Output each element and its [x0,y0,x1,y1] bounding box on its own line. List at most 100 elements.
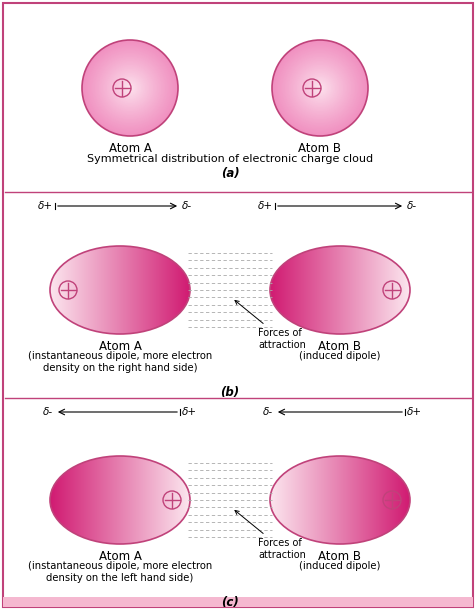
Circle shape [108,66,152,110]
Circle shape [111,70,149,106]
Circle shape [306,74,335,102]
Circle shape [300,68,340,108]
Text: Atom B: Atom B [318,340,361,353]
Text: Atom B: Atom B [298,142,341,155]
Circle shape [126,84,134,92]
Circle shape [110,68,150,108]
Circle shape [298,66,342,110]
Circle shape [315,83,325,93]
Circle shape [273,41,367,135]
Circle shape [318,87,322,90]
Circle shape [83,41,177,135]
Circle shape [95,53,165,123]
Circle shape [124,82,137,95]
Circle shape [303,71,337,105]
Text: (a): (a) [221,167,239,180]
Circle shape [282,49,358,126]
Text: (induced dipole): (induced dipole) [299,561,381,571]
Text: Forces of
attraction: Forces of attraction [235,301,306,350]
Circle shape [88,46,172,131]
Circle shape [277,45,363,131]
Circle shape [100,59,159,118]
Circle shape [291,59,349,117]
Circle shape [118,76,142,100]
Circle shape [85,43,175,133]
Circle shape [305,73,335,103]
Circle shape [102,60,158,116]
Circle shape [87,45,173,131]
Circle shape [283,51,357,125]
Circle shape [288,56,352,120]
Circle shape [91,49,169,127]
Text: Atom A: Atom A [99,340,141,353]
Circle shape [285,53,355,123]
Circle shape [124,82,136,93]
Circle shape [295,63,345,113]
Circle shape [284,52,356,124]
Text: Atom A: Atom A [109,142,151,155]
Circle shape [294,62,346,113]
Circle shape [123,81,137,95]
Circle shape [117,74,144,102]
Text: (b): (b) [220,386,239,399]
Circle shape [290,59,349,118]
Circle shape [274,43,366,134]
Circle shape [125,83,135,93]
Circle shape [99,57,161,119]
Circle shape [307,74,334,102]
Circle shape [304,72,336,104]
Circle shape [82,40,178,136]
Text: δ+: δ+ [38,201,53,211]
Circle shape [127,85,133,92]
Circle shape [316,84,324,92]
Text: (instantaneous dipole, more electron
density on the left hand side): (instantaneous dipole, more electron den… [28,561,212,583]
Circle shape [89,46,172,129]
Circle shape [313,81,327,95]
Circle shape [301,69,339,107]
Text: δ-: δ- [43,407,53,417]
Circle shape [120,79,139,98]
Circle shape [282,51,357,126]
Text: δ-: δ- [407,201,417,211]
Circle shape [286,54,355,123]
Circle shape [104,62,157,115]
Circle shape [105,63,155,113]
Circle shape [93,51,167,125]
Circle shape [128,85,132,90]
Circle shape [287,55,353,121]
Circle shape [92,51,168,126]
Circle shape [276,44,364,132]
Circle shape [281,49,359,127]
Circle shape [109,67,151,109]
Circle shape [107,65,153,111]
Text: δ+: δ+ [182,407,197,417]
Circle shape [121,79,139,97]
Circle shape [317,85,323,92]
Circle shape [103,61,157,115]
Circle shape [307,75,333,101]
Circle shape [113,71,147,105]
Text: Atom B: Atom B [318,550,361,563]
Circle shape [319,87,321,89]
Circle shape [119,77,141,99]
Text: Symmetrical distribution of electronic charge cloud: Symmetrical distribution of electronic c… [87,154,373,164]
Text: δ-: δ- [182,201,192,211]
Circle shape [114,72,146,104]
Text: Atom A: Atom A [99,550,141,563]
Circle shape [289,57,350,118]
Circle shape [317,85,322,90]
Circle shape [84,41,177,134]
Circle shape [278,46,362,129]
Circle shape [299,67,341,109]
Circle shape [279,47,361,129]
Circle shape [314,82,327,95]
Text: (induced dipole): (induced dipole) [299,351,381,361]
Circle shape [275,43,365,133]
Circle shape [292,60,348,116]
Circle shape [104,62,156,113]
Circle shape [96,54,164,123]
Circle shape [280,48,360,128]
Circle shape [97,54,164,121]
Circle shape [308,76,332,100]
Circle shape [109,66,151,110]
